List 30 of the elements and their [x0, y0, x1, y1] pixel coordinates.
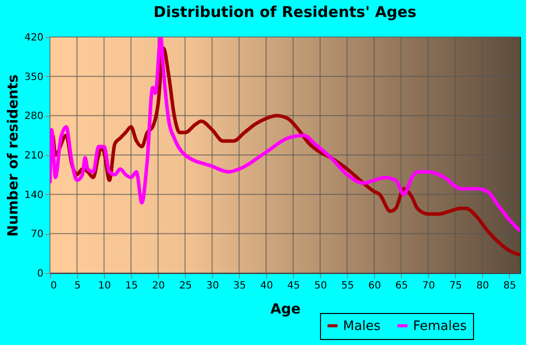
x-tick-label: 0	[50, 280, 57, 292]
y-tick-label: 140	[24, 190, 44, 201]
x-tick-label: 50	[314, 280, 327, 292]
x-axis-title: Age	[270, 302, 301, 318]
x-tick-label: 80	[476, 280, 490, 292]
legend-label: Males	[343, 318, 381, 334]
x-tick-label: 75	[449, 280, 462, 292]
x-tick-label: 45	[287, 280, 300, 292]
x-tick-label: 65	[395, 280, 408, 292]
y-tick-label: 70	[30, 229, 44, 240]
x-tick-label: 35	[233, 280, 246, 292]
y-tick-label: 210	[24, 150, 44, 162]
y-tick-label: 420	[24, 32, 44, 44]
x-tick-label: 10	[98, 280, 111, 292]
chart-title: Distribution of Residents' Ages	[154, 3, 417, 21]
y-tick-label: 0	[37, 268, 44, 280]
x-tick-label: 5	[74, 280, 81, 292]
x-tick-label: 55	[341, 280, 354, 292]
x-tick-label: 15	[125, 280, 138, 292]
x-tick-label: 40	[260, 280, 273, 292]
x-tick-label: 85	[503, 280, 516, 292]
y-tick-label: 350	[24, 72, 44, 83]
y-axis-title: Number of residents	[5, 74, 22, 237]
x-tick-label: 30	[206, 280, 219, 292]
x-tick-label: 60	[368, 280, 382, 292]
x-tick-label: 20	[152, 280, 165, 292]
x-tick-label: 70	[422, 280, 436, 292]
y-tick-label: 280	[24, 111, 44, 122]
legend-label: Females	[413, 318, 468, 334]
x-tick-label: 25	[179, 280, 192, 292]
